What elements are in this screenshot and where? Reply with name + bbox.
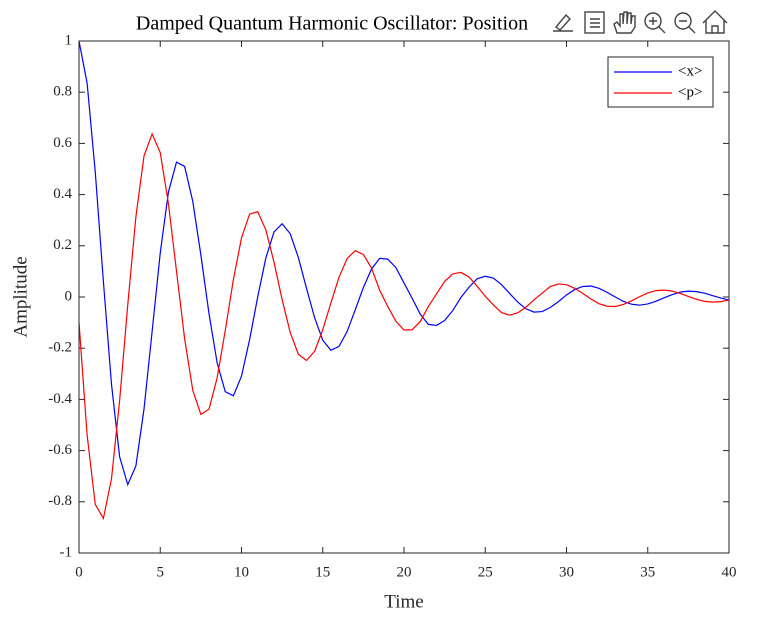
x-tick-label: 5 xyxy=(157,564,165,580)
legend: <x> <p> xyxy=(607,56,714,108)
legend-label: <p> xyxy=(678,84,702,100)
legend-box xyxy=(607,56,714,108)
data-line xyxy=(78,132,730,521)
y-tick-label: 0.4 xyxy=(53,186,72,202)
toolbar-button[interactable] xyxy=(644,12,666,34)
x-tick-label: 10 xyxy=(234,564,249,580)
x-axis-label: Time xyxy=(384,591,423,612)
toolbar-button[interactable] xyxy=(584,11,605,34)
y-tick-label: -0.6 xyxy=(48,442,72,458)
x-tick-label: 35 xyxy=(640,564,655,580)
chart-title: Damped Quantum Harmonic Oscillator: Posi… xyxy=(136,13,528,35)
toolbar-button[interactable] xyxy=(553,13,573,32)
x-tick-label: 30 xyxy=(559,564,574,580)
y-tick-label: -0.2 xyxy=(48,340,72,356)
x-tick-label: 0 xyxy=(75,564,83,580)
y-axis-label: Amplitude xyxy=(10,256,31,337)
x-tick-label: 20 xyxy=(397,564,412,580)
x-tick-label: 40 xyxy=(722,564,737,580)
legend-label: <x> xyxy=(678,63,702,79)
y-tick-label: -0.8 xyxy=(48,493,72,509)
y-tick-label: 0 xyxy=(65,288,73,304)
toolbar-button[interactable] xyxy=(674,12,696,34)
toolbar xyxy=(553,10,728,34)
y-tick-label: -0.4 xyxy=(48,391,72,407)
y-tick-label: 0.2 xyxy=(53,237,72,253)
toolbar-button[interactable] xyxy=(702,10,728,34)
x-tick-label: 25 xyxy=(478,564,493,580)
plot-area xyxy=(79,41,729,553)
toolbar-button[interactable] xyxy=(613,11,636,34)
y-tick-label: 0.8 xyxy=(53,84,72,100)
axes-box xyxy=(78,40,730,554)
x-tick-label: 15 xyxy=(315,564,330,580)
data-line xyxy=(78,40,730,487)
y-tick-label: -1 xyxy=(60,544,73,560)
y-tick-label: 1 xyxy=(65,32,73,48)
y-tick-label: 0.6 xyxy=(53,135,72,151)
